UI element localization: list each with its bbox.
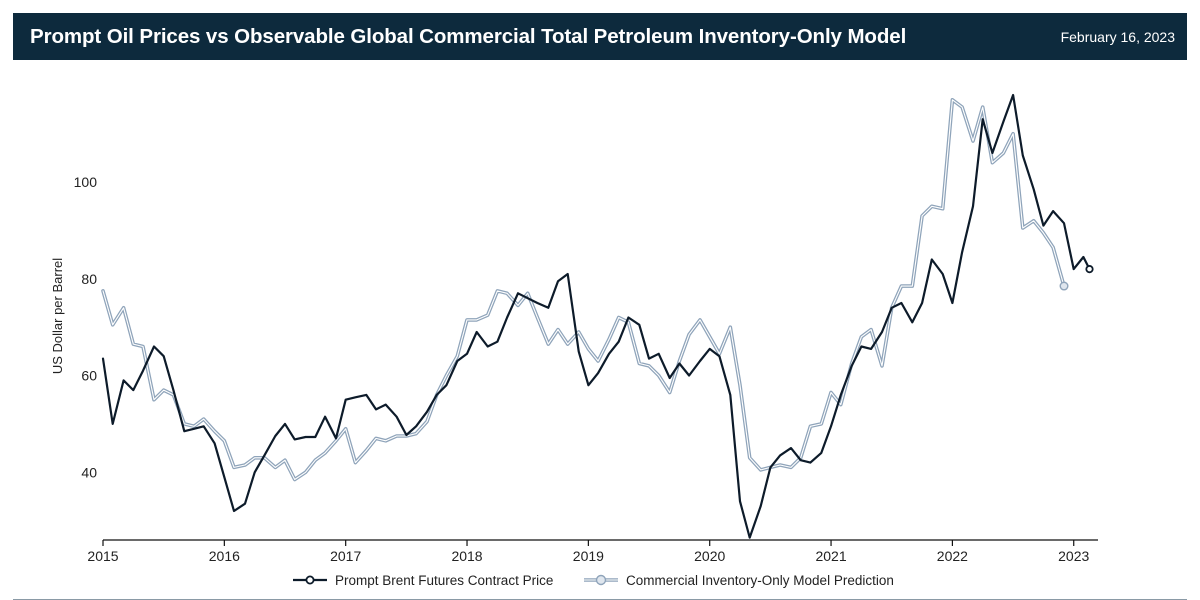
y-tick-label: 40 [81, 464, 97, 480]
series-brent-price [101, 93, 1094, 539]
series-model-prediction [101, 98, 1069, 482]
legend-label: Prompt Brent Futures Contract Price [335, 573, 553, 588]
legend-label: Commercial Inventory-Only Model Predicti… [626, 573, 894, 588]
chart-header: Prompt Oil Prices vs Observable Global C… [13, 13, 1187, 60]
legend-item: Prompt Brent Futures Contract Price [293, 573, 553, 588]
legend-marker [595, 574, 607, 586]
legend-item: Commercial Inventory-Only Model Predicti… [584, 573, 894, 588]
model-line-inner [102, 99, 1065, 481]
series-end-marker [1059, 281, 1069, 291]
x-tick-label: 2020 [694, 548, 725, 564]
series-end-marker [1085, 265, 1094, 274]
legend: Prompt Brent Futures Contract Price Comme… [293, 573, 894, 588]
y-axis-title: US Dollar per Barrel [50, 258, 65, 374]
legend-marker [305, 575, 315, 585]
series-layer [101, 93, 1094, 539]
x-tick-label: 2017 [330, 548, 361, 564]
x-tick-label: 2023 [1058, 548, 1089, 564]
axes: 2015 2016 2017 2018 2019 2020 2021 2022 2023 40 60… [74, 174, 1098, 564]
date-label: February 16, 2023 [1060, 29, 1175, 45]
brent-line [101, 93, 1091, 539]
x-tick-label: 2016 [209, 548, 240, 564]
x-tick-label: 2015 [87, 548, 118, 564]
y-tick-label: 60 [81, 368, 97, 384]
y-tick-label: 100 [74, 174, 98, 190]
x-tick-label: 2018 [451, 548, 482, 564]
x-tick-label: 2019 [573, 548, 604, 564]
page-title: Prompt Oil Prices vs Observable Global C… [30, 25, 907, 48]
x-tick-label: 2022 [937, 548, 968, 564]
y-axis-title-group: US Dollar per Barrel [50, 258, 65, 374]
y-tick-label: 80 [81, 271, 97, 287]
model-line-outer [101, 98, 1066, 482]
x-tick-label: 2021 [815, 548, 846, 564]
